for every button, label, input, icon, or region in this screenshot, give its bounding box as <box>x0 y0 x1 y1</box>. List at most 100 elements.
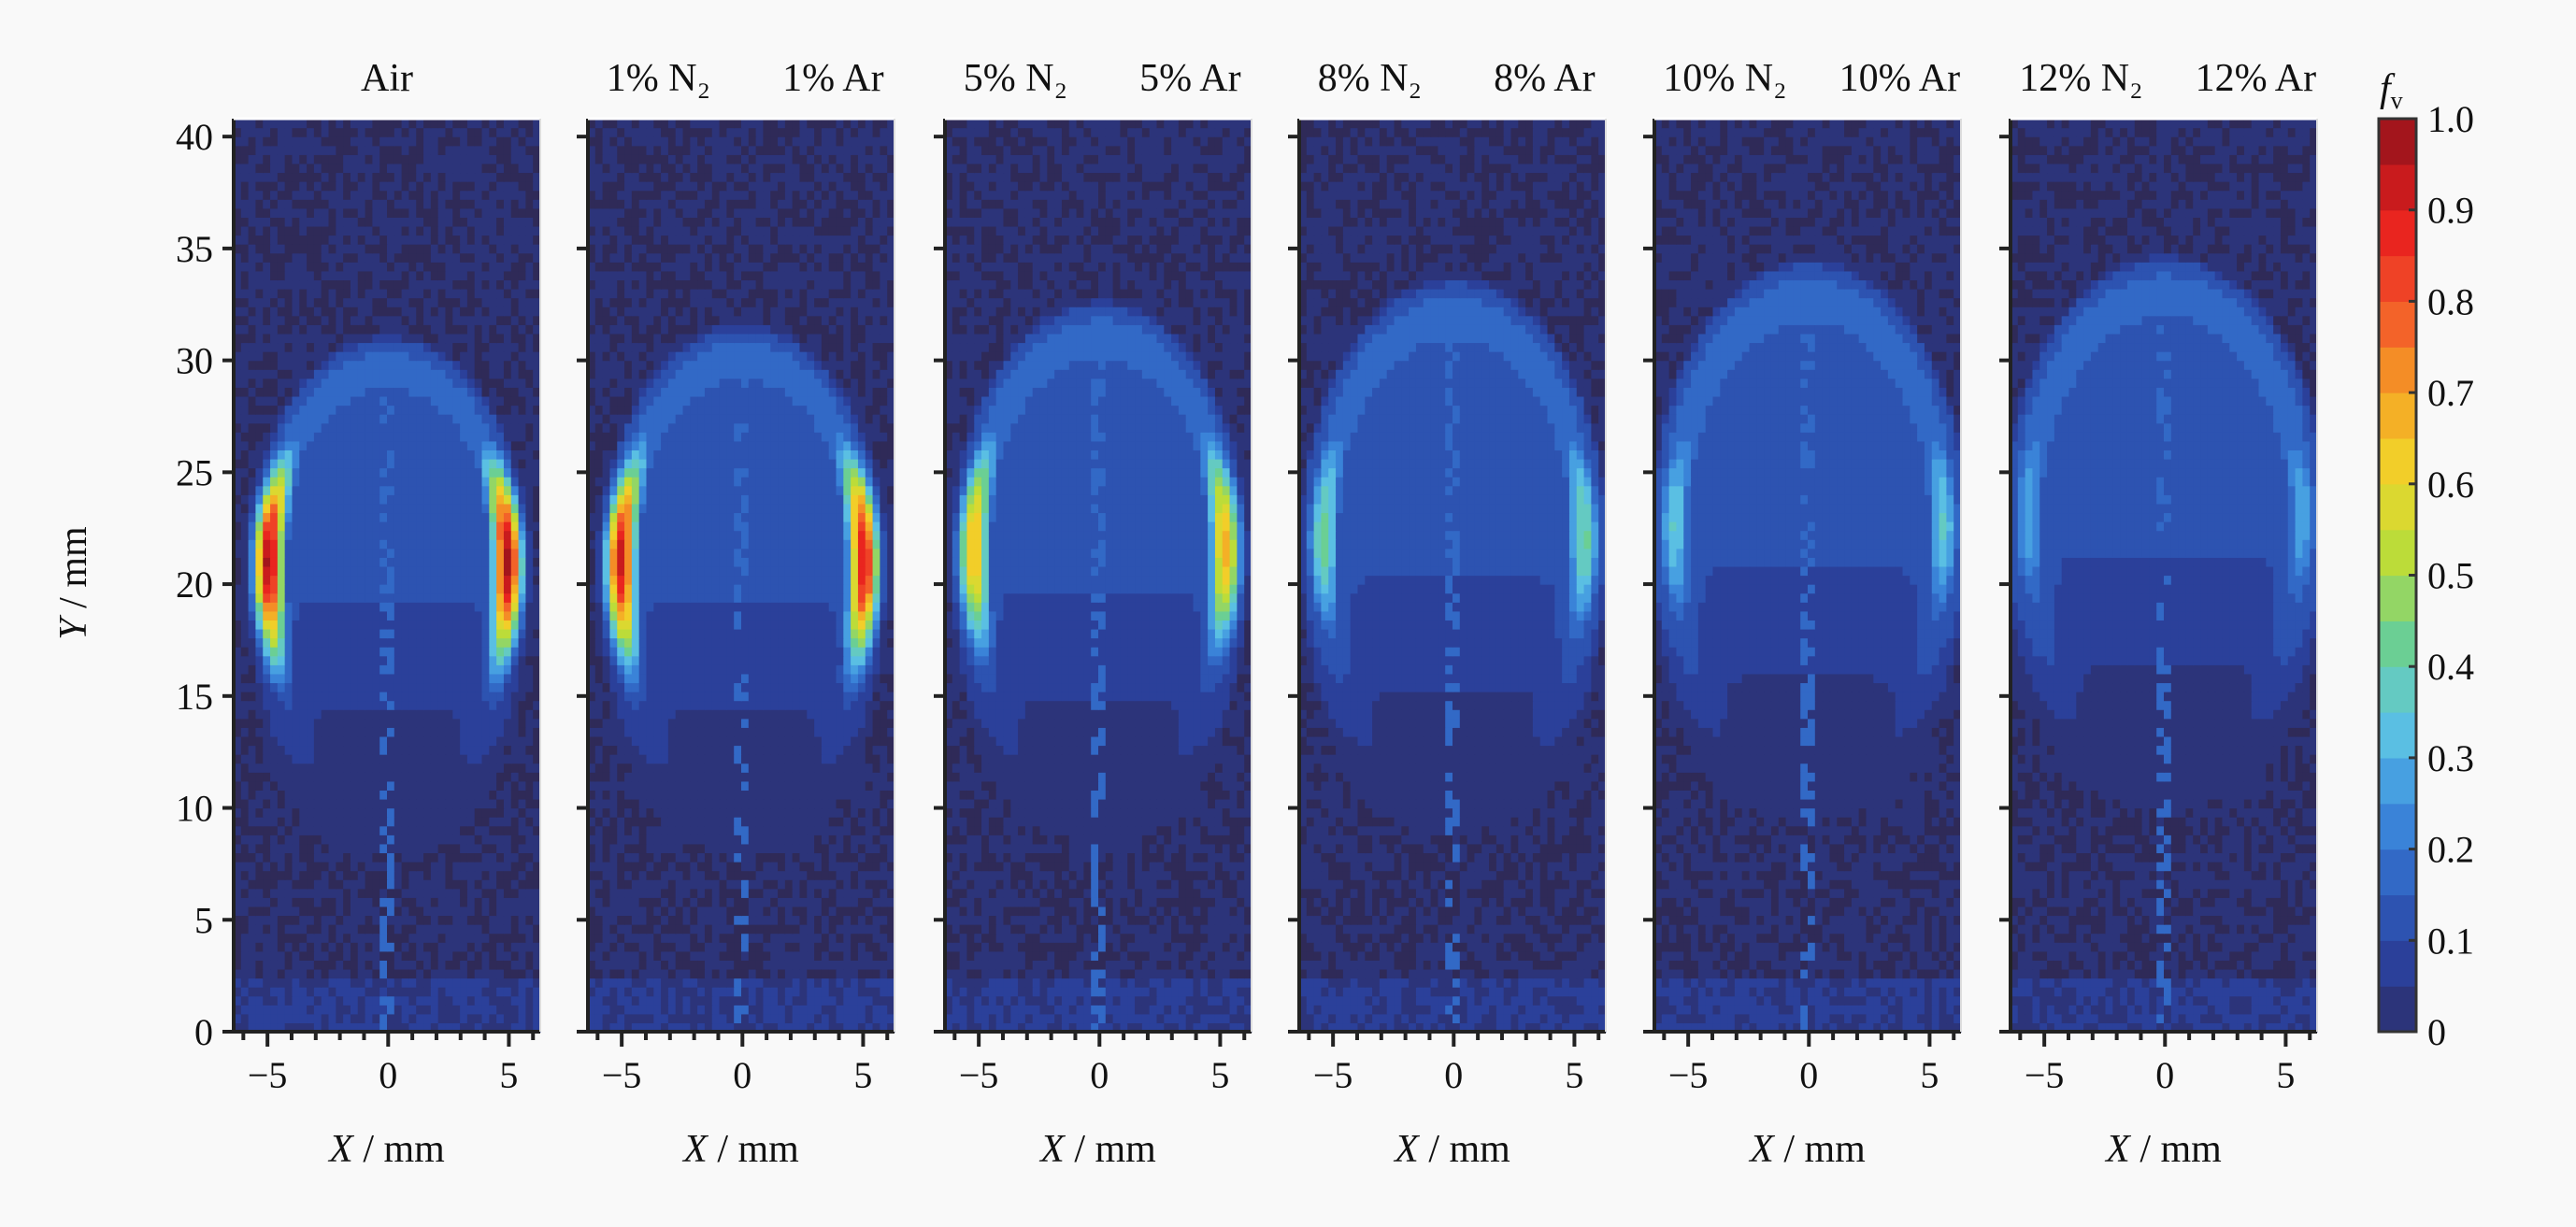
heatmap-cell <box>887 950 895 961</box>
heatmap-cell <box>474 835 483 845</box>
heatmap-cell <box>430 682 439 692</box>
heatmap-cell <box>525 610 534 621</box>
heatmap-cell <box>350 825 359 835</box>
heatmap-cell <box>489 655 497 665</box>
heatmap-cell <box>437 235 447 245</box>
heatmap-cell <box>357 315 366 325</box>
heatmap-cell <box>814 960 823 970</box>
heatmap-cell <box>533 458 541 469</box>
heatmap-cell <box>481 512 490 522</box>
heatmap-cell <box>452 324 461 335</box>
heatmap-cell <box>343 592 351 603</box>
heatmap-cell <box>284 692 293 702</box>
heatmap-cell <box>277 960 286 970</box>
heatmap-cell <box>821 995 830 1006</box>
heatmap-cell <box>277 610 286 621</box>
heatmap-cell <box>328 870 336 880</box>
heatmap-cell <box>350 745 359 755</box>
heatmap-cell <box>255 692 264 702</box>
heatmap-cell <box>379 127 388 137</box>
heatmap-cell <box>372 843 380 854</box>
heatmap-cell <box>336 655 344 665</box>
heatmap-cell <box>452 862 461 872</box>
heatmap-cell <box>416 727 424 737</box>
heatmap-cell <box>408 127 417 137</box>
heatmap-cell <box>460 835 468 845</box>
heatmap-cell <box>336 977 344 988</box>
heatmap-cell <box>336 888 344 898</box>
heatmap-cell <box>387 780 395 791</box>
heatmap-cell <box>430 154 439 164</box>
heatmap-cell <box>379 378 388 388</box>
heatmap-cell <box>408 485 417 495</box>
heatmap-cell <box>423 530 432 540</box>
heatmap-cell <box>887 915 895 925</box>
heatmap-cell <box>437 727 447 737</box>
heatmap-cell <box>387 852 395 863</box>
heatmap-cell <box>452 673 461 684</box>
heatmap-cell <box>460 163 468 174</box>
heatmap-cell <box>379 324 388 335</box>
heatmap-cell <box>401 163 410 174</box>
heatmap-cell <box>372 897 380 907</box>
heatmap-cell <box>255 727 264 737</box>
heatmap-cell <box>518 548 526 558</box>
heatmap-cell <box>387 315 395 325</box>
heatmap-cell <box>496 628 505 639</box>
heatmap-cell <box>503 915 512 925</box>
heatmap-cell <box>704 987 713 997</box>
heatmap-cell <box>292 862 300 872</box>
heatmap-cell <box>321 449 330 460</box>
heatmap-cell <box>321 485 330 495</box>
heatmap-cell <box>851 1013 859 1024</box>
heatmap-cell <box>379 521 388 532</box>
heatmap-cell <box>299 718 308 728</box>
heatmap-cell <box>365 790 373 800</box>
heatmap-cell <box>313 897 322 907</box>
heatmap-cell <box>719 924 727 935</box>
heatmap-cell <box>452 637 461 648</box>
heatmap-cell <box>437 432 447 442</box>
heatmap-cell <box>299 252 308 263</box>
heatmap-cell <box>445 565 453 577</box>
heatmap-cell <box>460 924 468 935</box>
heatmap-cell <box>357 584 366 594</box>
heatmap-cell <box>240 557 250 567</box>
heatmap-cell <box>865 942 874 952</box>
heatmap-cell <box>350 172 359 182</box>
heatmap-cell <box>299 763 308 773</box>
heatmap-cell <box>423 333 432 344</box>
heatmap-cell <box>624 1013 633 1024</box>
heatmap-cell <box>321 315 330 325</box>
heatmap-cell <box>719 977 727 988</box>
heatmap-cell <box>379 817 388 827</box>
heatmap-cell <box>372 432 380 442</box>
heatmap-cell <box>430 127 439 137</box>
heatmap-cell <box>234 754 242 764</box>
heatmap-cell <box>460 1013 468 1024</box>
heatmap-cell <box>321 933 330 943</box>
heatmap-cell <box>328 315 336 325</box>
heatmap-cell <box>661 960 669 970</box>
heatmap-cell <box>240 458 250 469</box>
heatmap-cell <box>313 172 322 182</box>
heatmap-cell <box>328 906 336 917</box>
heatmap-cell <box>270 539 279 549</box>
heatmap-cell <box>343 987 351 997</box>
heatmap-cell <box>510 512 520 522</box>
heatmap-cell <box>416 942 424 952</box>
heatmap-cell <box>387 610 395 621</box>
heatmap-cell <box>277 252 286 263</box>
heatmap-cell <box>646 897 654 907</box>
heatmap-cell <box>387 288 395 299</box>
heatmap-cell <box>481 565 490 577</box>
heatmap-cell <box>430 906 439 917</box>
heatmap-cell <box>525 1022 534 1033</box>
heatmap-cell <box>525 915 534 925</box>
heatmap-cell <box>865 1022 874 1033</box>
heatmap-cell <box>474 987 483 997</box>
heatmap-cell <box>343 772 351 782</box>
heatmap-cell <box>423 244 432 254</box>
heatmap-cell <box>734 968 742 979</box>
heatmap-cell <box>474 539 483 549</box>
